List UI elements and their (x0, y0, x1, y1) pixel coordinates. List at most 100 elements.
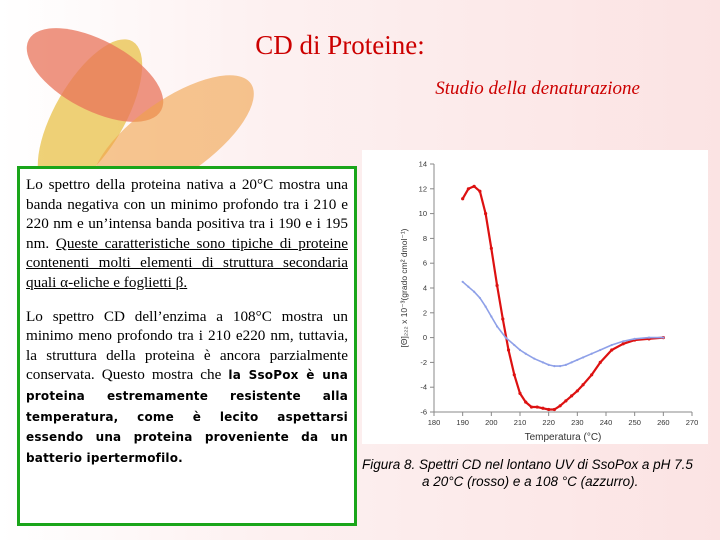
data-point-blue (541, 361, 545, 364)
data-point-blue (633, 337, 636, 340)
data-point-red (575, 389, 579, 393)
underlined-text-end: . (183, 273, 188, 291)
data-point-red (547, 407, 551, 412)
data-point-red (472, 184, 476, 188)
paragraph-native-underlined: Queste caratteristiche sono tipiche di p… (26, 235, 348, 291)
data-point-blue (553, 365, 556, 368)
figure-caption: Figura 8. Spettri CD nel lontano UV di S… (362, 456, 708, 490)
data-point-red (535, 405, 539, 409)
data-point-blue (599, 348, 602, 352)
y-tick-label: 6 (423, 259, 427, 268)
data-point-red (598, 360, 602, 364)
x-tick-label: 220 (542, 418, 555, 427)
data-point-blue (662, 336, 665, 339)
data-point-red (495, 283, 499, 288)
y-tick-label: 14 (419, 160, 427, 169)
slide-subtitle: Studio della denaturazione (435, 78, 640, 99)
data-point-red (461, 197, 465, 201)
beta-symbol: β (175, 273, 184, 291)
data-point-blue (547, 363, 550, 366)
paragraph-native: Lo spettro della proteina nativa a 20°C … (26, 175, 348, 293)
data-point-red (590, 373, 594, 377)
data-point-blue (524, 352, 527, 355)
data-point-red (541, 406, 545, 410)
chart-axes (433, 164, 692, 413)
data-point-blue (495, 325, 499, 328)
paragraph-denatured: Lo spettro CD dell’enzima a 108°C mostra… (26, 307, 348, 469)
data-point-blue (461, 280, 464, 283)
data-point-blue (490, 315, 493, 318)
data-point-red (466, 187, 470, 191)
data-point-red (529, 405, 534, 409)
x-axis-label: Temperatura (°C) (525, 432, 602, 443)
y-tick-label: 4 (423, 284, 427, 293)
x-tick-label: 230 (571, 418, 584, 427)
x-tick-label: 260 (657, 418, 670, 427)
caption-line-1: Figura 8. Spettri CD nel lontano UV di S… (362, 457, 693, 472)
data-point-red (558, 404, 562, 408)
explanation-textbox: Lo spettro della proteina nativa a 20°C … (17, 166, 357, 526)
y-axis-label: [Θ]₂₂₂ x 10⁻³(grado cm² dmol⁻¹) (399, 228, 409, 347)
data-point-blue (513, 343, 516, 347)
paragraph-denatured-text: Lo spettro CD dell’enzima a 108°C mostra… (26, 307, 348, 384)
data-point-blue (647, 336, 651, 339)
data-point-blue (570, 361, 573, 364)
slide-title: CD di Proteine: (255, 30, 425, 60)
data-point-red (552, 407, 556, 412)
data-point-red (581, 383, 585, 387)
data-point-blue (504, 336, 507, 339)
data-point-red (489, 246, 493, 250)
data-point-blue (581, 356, 585, 359)
series-line-red (461, 185, 664, 411)
data-point-red (484, 212, 488, 216)
data-point-red (610, 348, 614, 352)
data-point-blue (518, 348, 522, 352)
y-tick-label: 2 (423, 308, 427, 317)
x-tick-label: 200 (485, 418, 498, 427)
data-point-blue (559, 365, 562, 368)
chart-svg: 180 190 200 210 220 230 240 250 260 270 -6 -4 -2 0 2 4 6… (399, 160, 699, 444)
x-tick-label: 180 (428, 418, 441, 427)
data-point-red (564, 399, 568, 403)
underlined-text-a: Queste caratteristiche sono tipiche di p… (26, 234, 348, 291)
data-point-blue (622, 340, 625, 343)
series-line-blue (462, 281, 664, 367)
y-tick-label: 12 (419, 184, 427, 193)
data-point-red (512, 373, 516, 377)
caption-line-2: a 20°C (rosso) e a 108 °C (azzurro). (422, 474, 639, 489)
data-point-blue (533, 357, 536, 360)
data-point-blue (478, 296, 481, 300)
data-point-red (501, 317, 505, 321)
x-tick-label: 210 (514, 418, 527, 427)
y-tick-label: -4 (420, 383, 427, 392)
data-point-blue (576, 358, 579, 362)
data-point-red (518, 391, 522, 395)
data-point-blue (564, 363, 567, 366)
y-tick-label: 10 (419, 209, 427, 218)
y-tick-label: 0 (423, 333, 427, 342)
x-tick-label: 190 (456, 418, 469, 427)
cd-spectra-chart: 180 190 200 210 220 230 240 250 260 270 -6 -4 -2 0 2 4 6… (362, 150, 708, 444)
x-tick-label: 240 (600, 418, 613, 427)
underlined-text-b: -eliche e foglietti (68, 273, 176, 291)
chart-series (461, 184, 665, 412)
y-tick-label: 8 (423, 234, 427, 243)
y-tick-label: -6 (420, 408, 427, 417)
data-point-blue (473, 290, 476, 293)
chart-ticks: 180 190 200 210 220 230 240 250 260 270 -6 -4 -2 0 2 4 6… (419, 160, 699, 428)
paragraph-denatured-bold: la SsoPox è una proteina estremamente re… (26, 368, 349, 465)
data-point-red (570, 394, 574, 398)
paragraph-native-text: Lo spettro della proteina nativa a 20°C … (26, 176, 348, 252)
x-tick-label: 250 (628, 418, 641, 427)
x-tick-label: 270 (686, 418, 699, 427)
y-tick-label: -2 (420, 358, 427, 367)
data-point-blue (590, 352, 593, 355)
data-point-red (478, 189, 482, 193)
data-point-blue (610, 343, 613, 347)
data-point-blue (467, 285, 470, 288)
alpha-symbol: α (60, 273, 69, 291)
data-point-blue (484, 305, 487, 308)
data-point-red (621, 342, 625, 346)
data-point-red (524, 400, 528, 404)
data-point-red (506, 348, 511, 352)
